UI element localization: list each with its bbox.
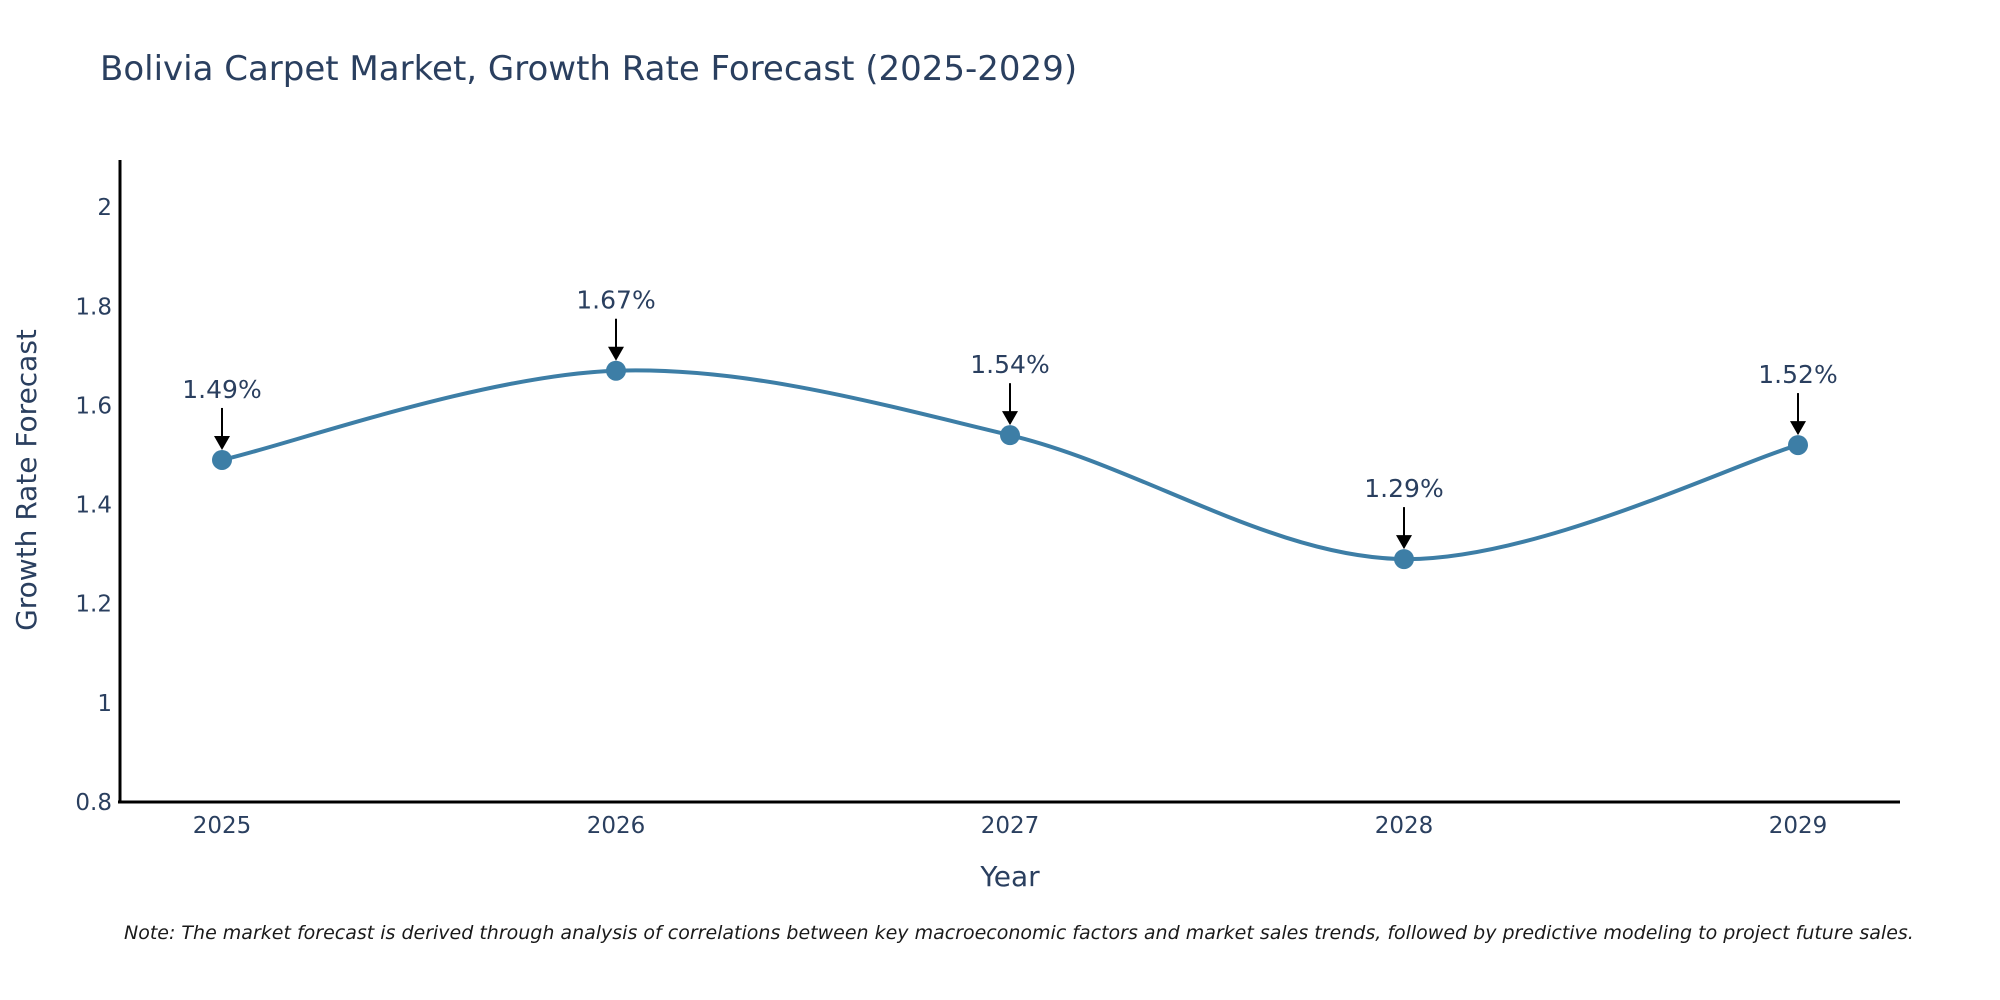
y-tick-label: 1.8 — [75, 294, 112, 320]
x-tick-label: 2028 — [1375, 813, 1434, 839]
data-point — [1394, 549, 1414, 570]
data-point — [606, 360, 626, 381]
data-label: 1.54% — [970, 350, 1049, 379]
annotation-arrow-head — [214, 435, 230, 450]
x-tick-label: 2027 — [981, 813, 1040, 839]
data-annotations: 1.49% 1.67% 1.54% 1.29% 1.52% — [182, 286, 1838, 550]
data-markers — [212, 360, 1808, 570]
y-tick-label: 1.4 — [75, 493, 112, 519]
data-point — [1000, 425, 1020, 446]
data-point — [1788, 435, 1808, 456]
y-tick-label: 0.8 — [75, 790, 112, 816]
y-tick-label: 1.2 — [75, 592, 112, 618]
data-label: 1.52% — [1758, 360, 1837, 389]
annotation-arrow-head — [1002, 411, 1018, 426]
y-axis-title: Growth Rate Forecast — [10, 329, 43, 631]
data-label: 1.29% — [1364, 474, 1443, 503]
y-axis-ticks: 0.8 1 1.2 1.4 1.6 1.8 2 — [75, 195, 112, 816]
x-tick-label: 2026 — [587, 813, 646, 839]
data-point — [212, 449, 232, 470]
chart-title: Bolivia Carpet Market, Growth Rate Forec… — [100, 49, 1077, 89]
y-tick-label: 2 — [97, 195, 112, 221]
data-label: 1.49% — [182, 375, 261, 404]
footnote: Note: The market forecast is derived thr… — [124, 922, 1914, 944]
x-tick-label: 2029 — [1769, 813, 1828, 839]
x-axis-ticks: 2025 2026 2027 2028 2029 — [193, 813, 1828, 839]
annotation-arrow-head — [1790, 421, 1806, 436]
y-tick-label: 1 — [97, 691, 112, 717]
x-axis-title: Year — [979, 860, 1040, 893]
y-tick-label: 1.6 — [75, 393, 112, 419]
annotation-arrow-head — [1396, 535, 1412, 550]
annotation-arrow-head — [608, 346, 624, 361]
x-tick-label: 2025 — [193, 813, 252, 839]
data-label: 1.67% — [576, 286, 655, 315]
